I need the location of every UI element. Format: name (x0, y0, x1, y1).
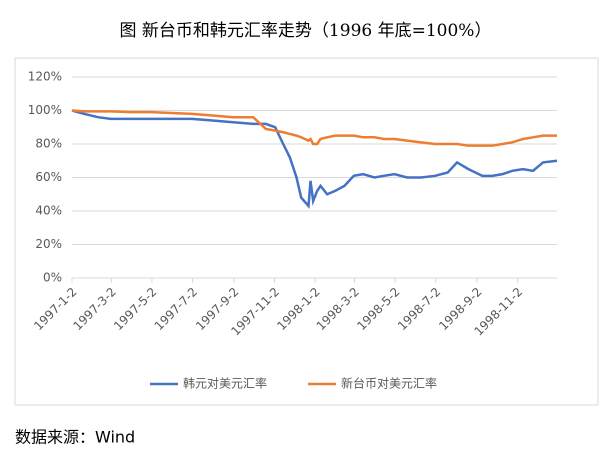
x-tick-label: 1997-5-2 (111, 285, 159, 333)
source-note: 数据来源：Wind (15, 428, 135, 447)
y-tick-label: 40% (35, 204, 62, 218)
y-tick-label: 0% (43, 271, 62, 285)
y-tick-label: 120% (28, 70, 62, 84)
series-line (71, 109, 557, 147)
y-tick-label: 60% (35, 170, 62, 184)
legend-label: 韩元对美元汇率 (183, 376, 267, 391)
series-line (71, 109, 558, 210)
y-tick-label: 80% (35, 137, 62, 151)
x-tick-label: 1998-7-2 (395, 285, 443, 333)
x-tick-label: 1997-7-2 (152, 285, 200, 333)
chart-frame (14, 57, 599, 406)
x-tick-label: 1998-5-2 (354, 285, 402, 333)
x-tick-label: 1997-3-2 (70, 285, 118, 333)
title: 图 新台币和韩元汇率走势（1996 年底=100%） (119, 21, 492, 41)
legend-label: 新台币对美元汇率 (341, 376, 437, 391)
x-tick-label: 1998-3-2 (314, 285, 362, 333)
y-tick-label: 20% (35, 237, 62, 251)
y-tick-label: 100% (28, 103, 62, 117)
